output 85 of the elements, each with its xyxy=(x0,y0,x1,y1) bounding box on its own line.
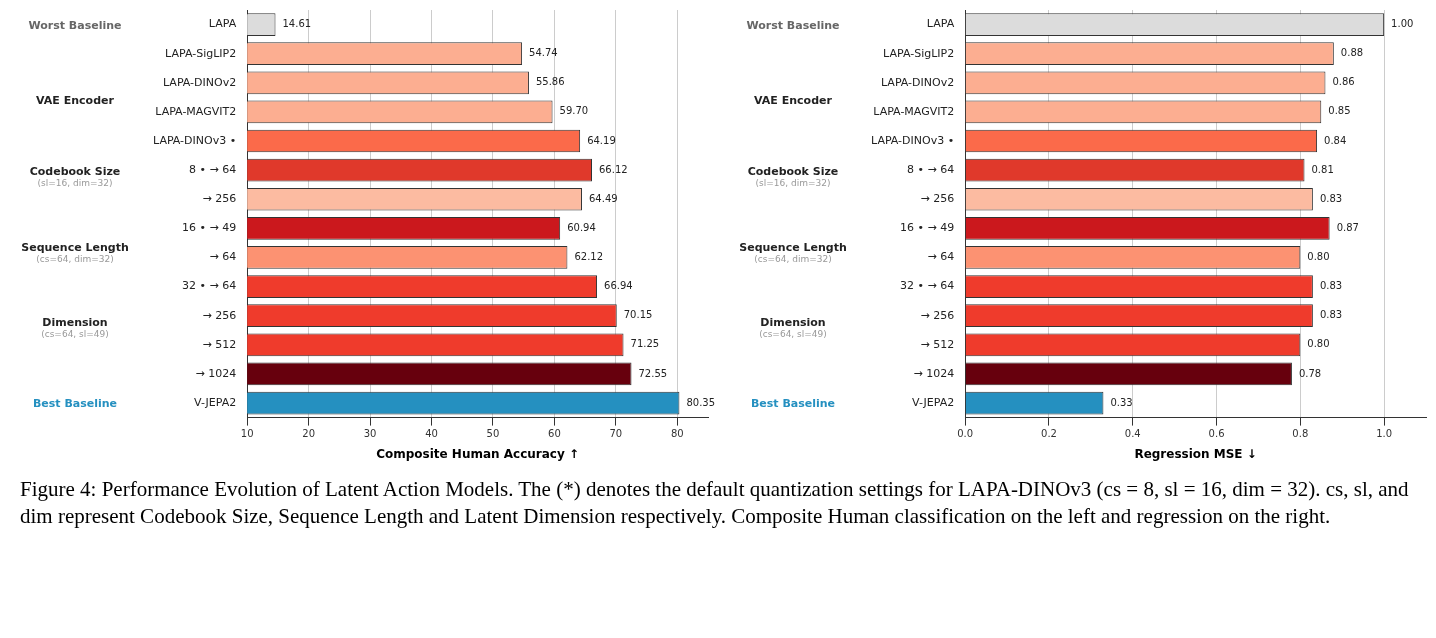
x-tick-label: 80 xyxy=(670,428,684,440)
y-tick-label: LAPA xyxy=(926,17,955,31)
data-label: 0.80 xyxy=(1307,251,1330,263)
data-label: 66.94 xyxy=(604,280,633,292)
data-label: 70.15 xyxy=(623,309,653,321)
x-axis-title: Composite Human Accuracy ↑ xyxy=(376,446,580,461)
y-tick-label: LAPA-DINOv2 xyxy=(162,75,237,89)
data-label: 54.74 xyxy=(529,47,558,59)
text: VAE Encoder xyxy=(35,93,115,107)
x-tick-label: 0.0 xyxy=(957,428,974,440)
caption: Figure 4: Performance Evolution of Latent Action Models. The (*) denotes the default quantization settings for LAPA-DINOv3 (cs = 8, sl = 16, dim = 32). cs, sl, and dim represent Codebook Size, Sequence Length and Latent Dimension respectively. Composite Human classification on the left and regression on the right. xyxy=(19,476,1410,530)
text: Worst Baseline xyxy=(745,18,841,32)
data-label: 55.86 xyxy=(535,76,565,88)
y-tick-label: 32 • → 64 xyxy=(181,279,237,293)
x-tick-label: 0.2 xyxy=(1041,428,1057,440)
y-tick-label: → 256 xyxy=(920,308,955,322)
y-tick-label: → 64 xyxy=(209,250,237,264)
x-tick-label: 30 xyxy=(363,428,377,440)
x-tick-label: 1.0 xyxy=(1376,428,1393,440)
data-label: 62.12 xyxy=(574,251,604,263)
text: VAE Encoder xyxy=(753,93,833,107)
data-label: 64.19 xyxy=(587,134,616,146)
y-tick-label: → 64 xyxy=(927,250,955,264)
data-label: 0.85 xyxy=(1328,105,1351,117)
data-label: 71.25 xyxy=(630,338,660,350)
data-label: 0.83 xyxy=(1319,280,1343,292)
y-tick-label: LAPA-MAGVIT2 xyxy=(155,104,237,118)
text: Codebook Size (sl=16, dim=32) xyxy=(746,164,840,188)
text: Dimension (cs=64, sl=49) xyxy=(758,315,828,339)
y-tick-label: → 512 xyxy=(920,337,955,351)
y-tick-label: LAPA xyxy=(208,17,237,31)
y-tick-label: LAPA-DINOv2 xyxy=(880,75,955,89)
y-tick-label: → 1024 xyxy=(913,366,955,380)
text: Best Baseline xyxy=(31,396,119,410)
text: Sequence Length (cs=64, dim=32) xyxy=(20,240,130,264)
text: Best Baseline xyxy=(749,396,837,410)
x-tick-label: 20 xyxy=(302,428,315,440)
x-tick-label: 10 xyxy=(240,428,254,440)
x-tick-label: 40 xyxy=(425,428,438,440)
x-tick-label: 0.4 xyxy=(1124,428,1141,440)
data-label: 80.35 xyxy=(686,396,716,408)
data-label: 66.12 xyxy=(599,163,628,175)
y-tick-label: 8 • → 64 xyxy=(906,162,955,176)
y-tick-label: → 256 xyxy=(202,192,237,206)
y-tick-label: → 256 xyxy=(920,192,955,206)
data-label: 0.33 xyxy=(1110,396,1133,408)
y-tick-label: LAPA-DINOv3 • xyxy=(870,133,955,147)
data-label: 0.80 xyxy=(1307,338,1330,350)
data-label: 0.88 xyxy=(1340,47,1364,59)
text: Codebook Size (sl=16, dim=32) xyxy=(28,164,122,188)
y-tick-label: → 512 xyxy=(202,337,237,351)
y-tick-label: V-JEPA2 xyxy=(194,395,237,409)
data-label: 0.84 xyxy=(1324,134,1347,146)
x-tick-label: 0.8 xyxy=(1292,428,1309,440)
text: Worst Baseline xyxy=(27,18,123,32)
x-tick-label: 50 xyxy=(486,428,500,440)
data-label: 0.78 xyxy=(1298,367,1322,379)
data-label: 64.49 xyxy=(588,192,618,204)
data-label: 0.81 xyxy=(1311,163,1334,175)
x-tick-label: 70 xyxy=(609,428,623,440)
x-axis-title: Regression MSE ↓ xyxy=(1134,446,1257,461)
data-label: 14.61 xyxy=(282,18,312,30)
y-tick-label: 16 • → 49 xyxy=(181,221,237,235)
y-tick-label: LAPA-SigLIP2 xyxy=(165,46,237,60)
data-label: 0.86 xyxy=(1332,76,1355,88)
data-label: 1.00 xyxy=(1391,18,1414,30)
data-label: 59.70 xyxy=(559,105,589,117)
y-tick-label: LAPA-MAGVIT2 xyxy=(873,104,955,118)
y-tick-label: → 256 xyxy=(202,308,237,322)
text: Sequence Length (cs=64, dim=32) xyxy=(738,240,848,264)
y-tick-label: → 1024 xyxy=(195,366,237,380)
x-tick-label: 60 xyxy=(548,428,561,440)
y-tick-label: 32 • → 64 xyxy=(899,279,955,293)
y-tick-label: 16 • → 49 xyxy=(899,221,955,235)
data-label: 72.55 xyxy=(638,367,668,379)
text: Dimension (cs=64, sl=49) xyxy=(40,315,110,339)
data-label: 60.94 xyxy=(567,221,596,233)
x-tick-label: 0.6 xyxy=(1208,428,1225,440)
y-tick-label: LAPA-DINOv3 • xyxy=(152,133,237,147)
data-label: 0.83 xyxy=(1319,309,1343,321)
y-tick-label: 8 • → 64 xyxy=(188,162,237,176)
y-tick-label: V-JEPA2 xyxy=(912,395,955,409)
y-tick-label: LAPA-SigLIP2 xyxy=(883,46,955,60)
data-label: 0.87 xyxy=(1336,221,1359,233)
data-label: 0.83 xyxy=(1319,192,1343,204)
